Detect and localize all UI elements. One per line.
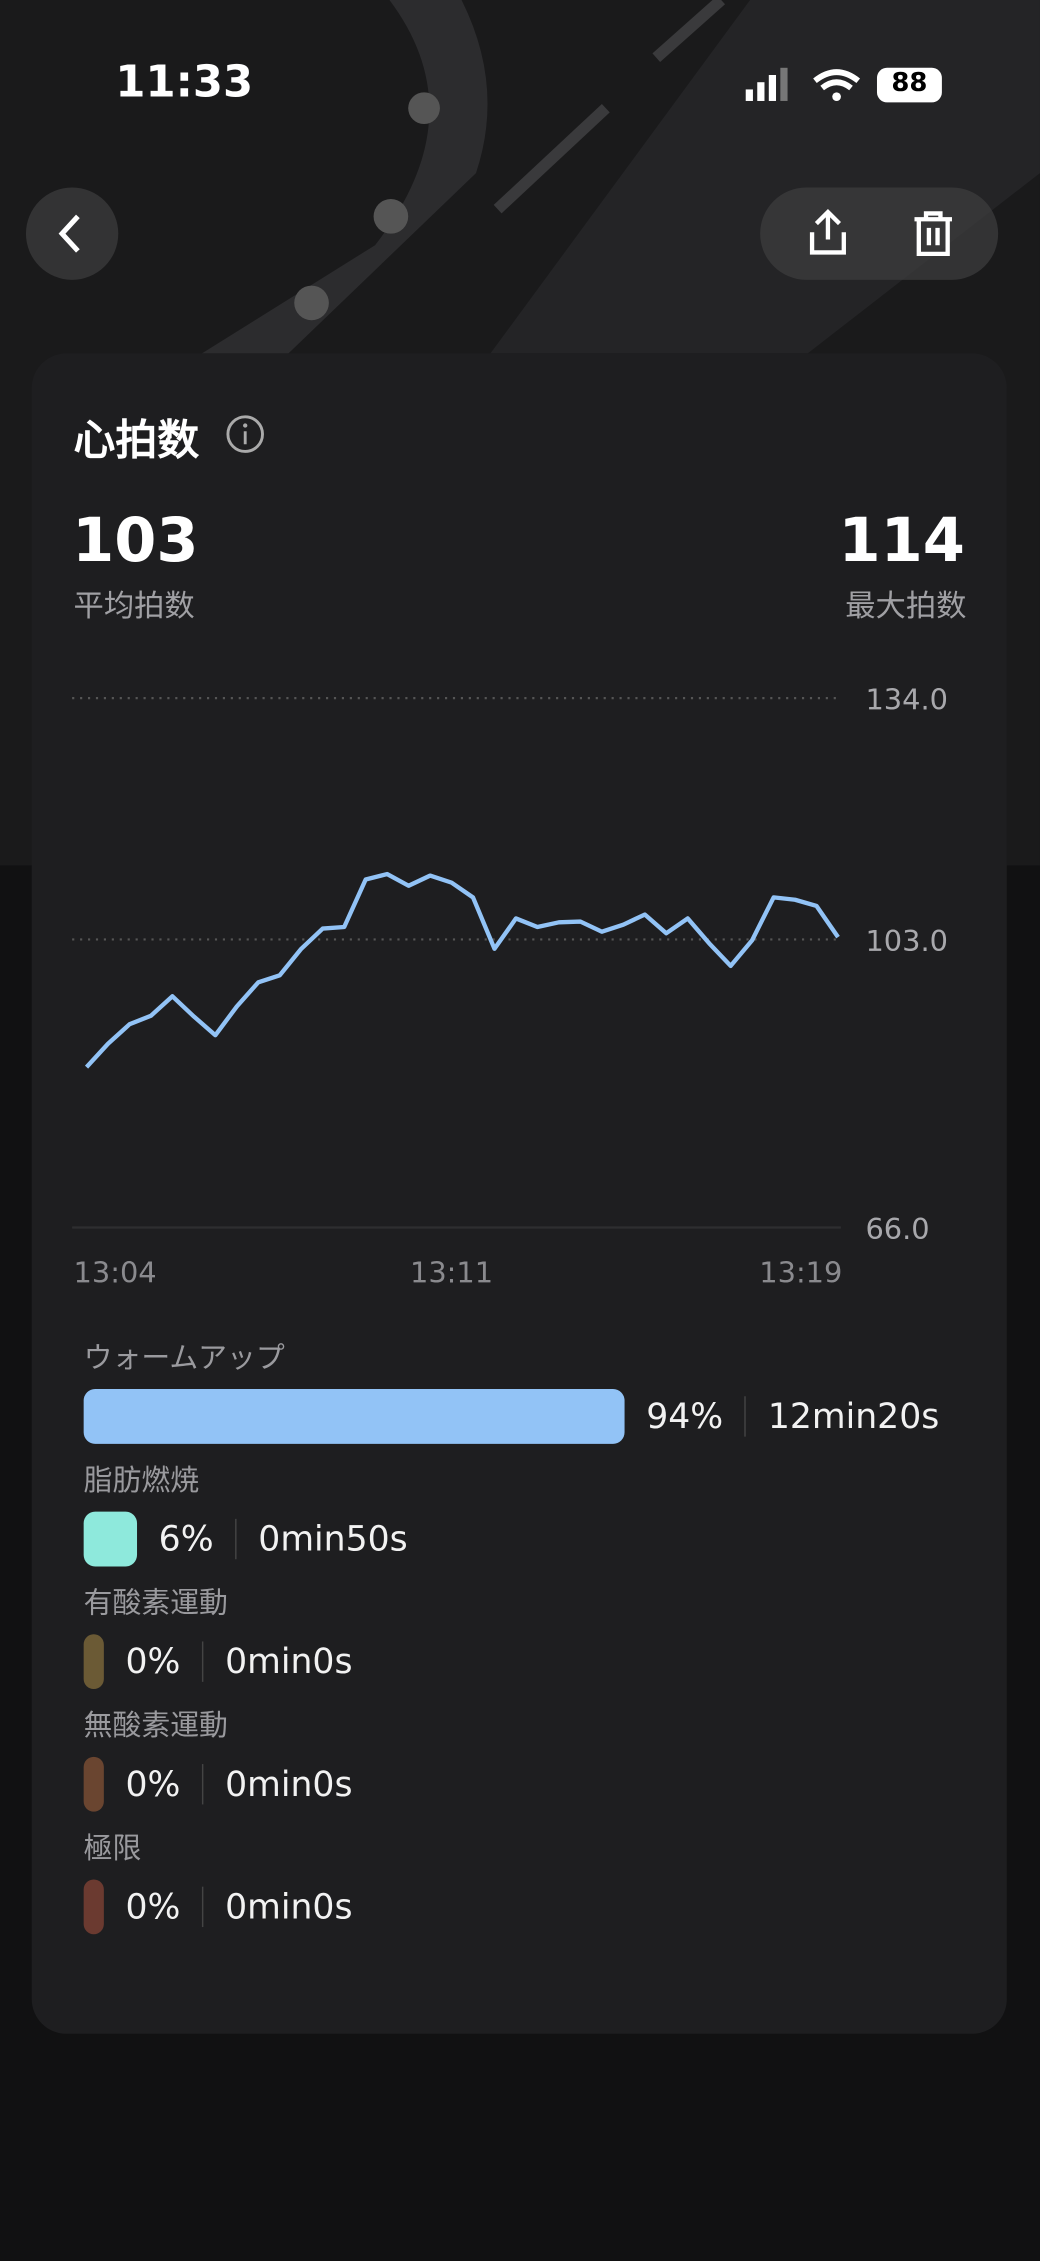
separator bbox=[745, 1396, 746, 1436]
zone-row: 6% 0min50s bbox=[84, 1510, 978, 1568]
heart-rate-line bbox=[87, 874, 838, 1067]
zone-bar bbox=[84, 1512, 137, 1567]
x-tick-label: 13:19 bbox=[759, 1255, 842, 1289]
separator bbox=[235, 1519, 236, 1559]
x-tick-label: 13:04 bbox=[74, 1255, 157, 1289]
zone-name: 極限 bbox=[84, 1825, 978, 1867]
zone-percent: 94% bbox=[646, 1396, 723, 1436]
separator bbox=[202, 1764, 203, 1804]
zone-bar bbox=[84, 1389, 625, 1444]
zone-name: 脂肪燃焼 bbox=[84, 1457, 978, 1499]
zone-row: 0% 0min0s bbox=[84, 1755, 978, 1813]
zone-percent: 6% bbox=[159, 1519, 214, 1559]
x-tick-label: 13:11 bbox=[410, 1255, 493, 1289]
zone-bar bbox=[84, 1879, 104, 1934]
zone-duration: 0min0s bbox=[225, 1887, 352, 1927]
zone-bar bbox=[84, 1757, 104, 1812]
zone-bar bbox=[84, 1634, 104, 1689]
zone-list: ウォームアップ 94% 12min20s 脂肪燃焼 6% 0min50s 有酸素運動 0% 0m… bbox=[84, 1334, 978, 1935]
zone-duration: 12min20s bbox=[768, 1396, 939, 1436]
zone-duration: 0min0s bbox=[225, 1641, 352, 1681]
zone-duration: 0min50s bbox=[258, 1519, 407, 1559]
zone-row: 94% 12min20s bbox=[84, 1388, 978, 1446]
zone-duration: 0min0s bbox=[225, 1764, 352, 1804]
heart-rate-chart: 66.0 103.0 134.0 13:04 13:11 13:19 bbox=[0, 0, 1040, 1298]
zone-name: 有酸素運動 bbox=[84, 1579, 978, 1621]
zone-row: 0% 0min0s bbox=[84, 1878, 978, 1936]
y-tick-label: 103.0 bbox=[865, 924, 948, 958]
y-tick-label: 66.0 bbox=[865, 1212, 929, 1246]
y-tick-label: 134.0 bbox=[865, 683, 948, 717]
zone-row: 0% 0min0s bbox=[84, 1633, 978, 1691]
separator bbox=[202, 1887, 203, 1927]
zone-name: 無酸素運動 bbox=[84, 1702, 978, 1744]
separator bbox=[202, 1641, 203, 1681]
zone-percent: 0% bbox=[125, 1887, 180, 1927]
zone-percent: 0% bbox=[125, 1764, 180, 1804]
zone-percent: 0% bbox=[125, 1641, 180, 1681]
zone-name: ウォームアップ bbox=[84, 1334, 978, 1376]
